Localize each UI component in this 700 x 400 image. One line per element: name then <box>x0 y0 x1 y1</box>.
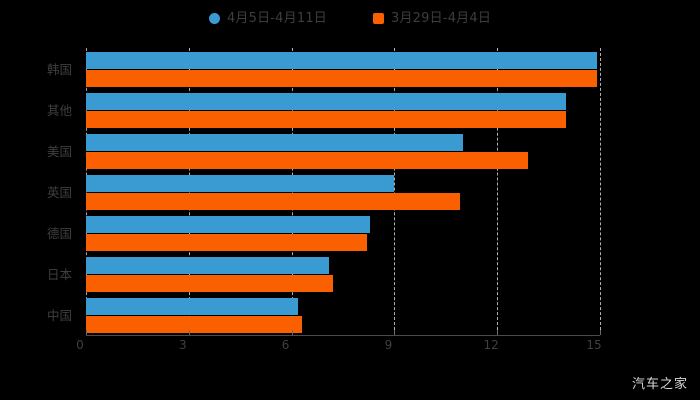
bar-series-2[interactable] <box>86 275 333 292</box>
chart-row: 日本 <box>47 253 600 294</box>
watermark: 汽车之家 <box>631 377 688 392</box>
x-tick-mark <box>394 330 396 335</box>
bar-series-1[interactable] <box>86 52 597 69</box>
x-tick-label: 12 <box>483 338 499 352</box>
legend-swatch-orange-icon <box>373 12 384 24</box>
x-axis-line <box>86 335 600 336</box>
chart-row: 德国 <box>47 212 600 253</box>
x-tick-mark <box>291 330 293 335</box>
chart-row: 其他 <box>47 89 600 130</box>
category-label: 中国 <box>46 308 72 323</box>
bar-series-1[interactable] <box>86 93 566 110</box>
gridline <box>497 48 499 335</box>
bar-series-2[interactable] <box>86 234 367 251</box>
x-tick-label: 3 <box>178 338 187 352</box>
bar-series-2[interactable] <box>86 111 566 128</box>
x-tick-label: 0 <box>76 338 84 352</box>
gridline <box>394 48 396 335</box>
category-label: 其他 <box>46 103 72 118</box>
x-tick-label: 6 <box>281 338 290 352</box>
bar-series-1[interactable] <box>86 134 463 151</box>
category-label: 韩国 <box>46 62 72 77</box>
legend-swatch-blue-icon <box>208 12 220 24</box>
category-label: 日本 <box>46 267 72 282</box>
x-tick-mark <box>188 330 190 335</box>
x-tick-mark <box>600 330 601 335</box>
x-tick-mark <box>497 330 499 335</box>
bar-series-2[interactable] <box>86 152 529 169</box>
bar-series-2[interactable] <box>86 316 302 333</box>
bar-series-1[interactable] <box>86 216 371 233</box>
bar-series-2[interactable] <box>86 70 597 87</box>
category-label: 美国 <box>46 144 72 159</box>
chart-row: 美国 <box>47 130 600 171</box>
chart-row: 韩国 <box>47 48 600 89</box>
gridline <box>600 48 602 335</box>
legend-item-series-2[interactable]: 3月29日-4月4日 <box>373 12 491 25</box>
legend-label-series-2: 3月29日-4月4日 <box>391 10 492 26</box>
bar-series-1[interactable] <box>86 257 330 274</box>
plot-area: 韩国其他美国英国德国日本中国 <box>47 48 602 335</box>
chart-row: 中国 <box>47 294 600 335</box>
bar-series-2[interactable] <box>86 193 460 210</box>
legend-item-series-1[interactable]: 4月5日-4月11日 <box>208 10 327 26</box>
category-label: 英国 <box>46 185 72 200</box>
bar-series-1[interactable] <box>86 298 299 315</box>
x-tick-label: 9 <box>384 338 393 352</box>
category-label: 德国 <box>46 226 72 241</box>
x-tick-label: 15 <box>586 338 602 352</box>
bar-series-1[interactable] <box>86 175 395 192</box>
chart-row: 英国 <box>47 171 600 212</box>
chart-legend: 4月5日-4月11日 3月29日-4月4日 <box>0 6 700 30</box>
x-tick-mark <box>86 330 87 335</box>
legend-label-series-1: 4月5日-4月11日 <box>226 10 327 26</box>
